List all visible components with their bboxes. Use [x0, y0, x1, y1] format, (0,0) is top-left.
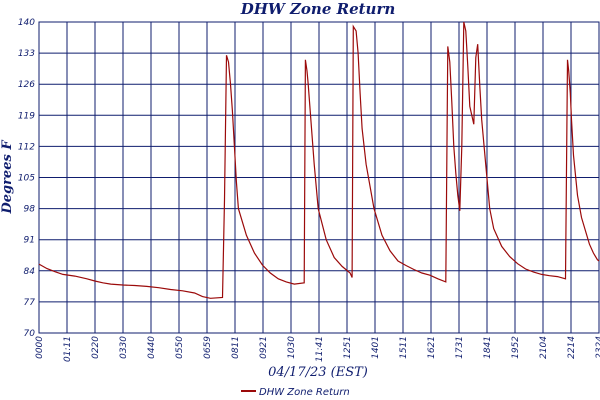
plot-area — [38, 21, 600, 299]
legend-entry: DHW Zone Return — [259, 387, 350, 398]
x-tick-label: 1251 — [343, 336, 353, 359]
x-tick-label: 0000 — [35, 336, 45, 359]
x-tick-label: 1511 — [399, 336, 409, 359]
y-tick-label: 126 — [18, 80, 35, 90]
y-tick-label: 105 — [18, 174, 35, 184]
series-line — [38, 21, 600, 299]
plot-border — [38, 21, 600, 334]
x-tick-label: 0659 — [203, 336, 213, 359]
x-tick-label: 0220 — [91, 336, 101, 359]
x-tick-label: 0330 — [119, 336, 129, 359]
x-tick-label: 1030 — [287, 336, 297, 359]
x-tick-label: 2104 — [539, 336, 549, 359]
x-tick-labels: 0000 01:11 0220 0330 0440 0550 0659 0811 0921 103… — [35, 336, 600, 362]
x-tick-label: 2214 — [567, 336, 577, 359]
y-tick-label: 119 — [18, 111, 35, 121]
x-tick-label: 0811 — [231, 336, 241, 359]
y-tick-label: 98 — [24, 205, 36, 215]
chart-title: DHW Zone Return — [240, 0, 396, 18]
y-tick-label: 112 — [18, 142, 35, 152]
legend: DHW Zone Return — [241, 387, 350, 398]
y-axis-label: Degrees F — [0, 140, 15, 215]
x-tick-label: 01:11 — [63, 336, 73, 362]
y-tick-label: 91 — [24, 236, 35, 246]
x-tick-label: 0550 — [175, 336, 185, 359]
x-tick-label: 2324 — [595, 336, 600, 359]
x-axis-label: 04/17/23 (EST) — [268, 365, 368, 380]
y-tick-label: 70 — [24, 329, 36, 339]
y-tick-label: 77 — [24, 298, 36, 308]
y-tick-label: 133 — [18, 49, 35, 59]
x-tick-label: 0921 — [259, 336, 269, 359]
y-tick-label: 84 — [24, 267, 36, 277]
grid — [38, 21, 600, 334]
y-tick-label: 140 — [18, 18, 35, 28]
x-tick-label: 1401 — [371, 336, 381, 359]
x-tick-label: 0440 — [147, 336, 157, 359]
x-tick-label: 11:41 — [315, 336, 325, 362]
x-tick-label: 1841 — [483, 336, 493, 359]
x-tick-label: 1621 — [427, 336, 437, 359]
x-tick-label: 1952 — [511, 336, 521, 359]
x-tick-label: 1731 — [455, 336, 465, 359]
y-tick-labels: 70 77 84 91 98 105 112 119 126 133 140 — [18, 18, 35, 339]
